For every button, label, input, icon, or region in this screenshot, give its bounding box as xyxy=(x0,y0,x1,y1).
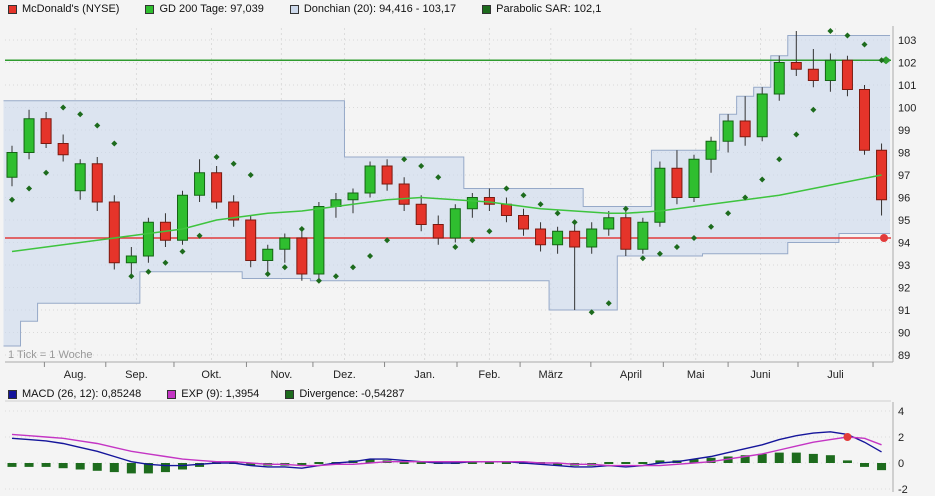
legend-label-macd: MACD (26, 12): 0,85248 xyxy=(22,388,142,400)
svg-text:Aug.: Aug. xyxy=(64,369,87,381)
legend-label-exp: EXP (9): 1,3954 xyxy=(181,388,260,400)
svg-text:Juli: Juli xyxy=(827,369,844,381)
svg-text:96: 96 xyxy=(898,193,910,205)
legend-item-gd200: GD 200 Tage: 97,039 xyxy=(145,3,264,15)
donchian-channel xyxy=(3,35,891,347)
exp-swatch-icon xyxy=(167,389,177,399)
svg-text:99: 99 xyxy=(898,125,910,137)
legend-label-donchian: Donchian (20): 94,416 - 103,17 xyxy=(303,3,457,15)
svg-text:Sep.: Sep. xyxy=(125,369,148,381)
svg-text:-2: -2 xyxy=(898,484,908,496)
legend-item-exp: EXP (9): 1,3954 xyxy=(167,388,259,400)
macd-marker-dot-icon xyxy=(843,433,852,441)
svg-text:98: 98 xyxy=(898,148,910,160)
legend-label-sar: Parabolic SAR: 102,1 xyxy=(496,3,602,15)
macd-legend: MACD (26, 12): 0,85248 EXP (9): 1,3954 D… xyxy=(8,388,405,400)
svg-text:90: 90 xyxy=(898,328,910,340)
svg-text:Juni: Juni xyxy=(750,369,770,381)
gd200-line xyxy=(11,174,882,253)
legend-label-symbol: McDonald's (NYSE) xyxy=(22,3,120,15)
price-legend: McDonald's (NYSE) GD 200 Tage: 97,039 Do… xyxy=(8,3,601,15)
macd-lines xyxy=(11,431,882,469)
svg-text:0: 0 xyxy=(898,458,904,470)
legend-item-divergence: Divergence: -0,54287 xyxy=(285,388,405,400)
svg-text:April: April xyxy=(620,369,642,381)
svg-text:101: 101 xyxy=(898,80,916,92)
legend-label-divergence: Divergence: -0,54287 xyxy=(299,388,405,400)
svg-text:Jan.: Jan. xyxy=(414,369,435,381)
svg-text:100: 100 xyxy=(898,103,916,115)
svg-text:Feb.: Feb. xyxy=(478,369,500,381)
svg-text:März: März xyxy=(539,369,563,381)
svg-text:Mai: Mai xyxy=(687,369,705,381)
sar-dots xyxy=(9,28,885,316)
macd-grid xyxy=(5,400,891,490)
donchian-swatch-icon xyxy=(289,4,299,14)
macd-swatch-icon xyxy=(8,389,17,399)
svg-text:93: 93 xyxy=(898,260,910,272)
tick-note: 1 Tick = 1 Woche xyxy=(8,349,92,361)
price-chart: 103 102 101 100 99 98 97 96 95 94 93 92 91 90 89 Aug. Se… xyxy=(3,26,916,381)
svg-text:102: 102 xyxy=(898,58,916,70)
sar-level-marker-icon xyxy=(881,56,891,65)
macd-axes: 4 2 0 -2 xyxy=(892,402,908,496)
svg-text:94: 94 xyxy=(898,238,910,250)
svg-text:4: 4 xyxy=(898,406,904,418)
svg-text:92: 92 xyxy=(898,283,910,295)
svg-text:Dez.: Dez. xyxy=(333,369,356,381)
macd-chart: 4 2 0 -2 xyxy=(5,400,908,496)
divergence-swatch-icon xyxy=(285,389,295,399)
symbol-swatch-icon xyxy=(8,4,17,14)
legend-item-donchian: Donchian (20): 94,416 - 103,17 xyxy=(289,3,457,15)
sar-swatch-icon xyxy=(482,4,492,14)
svg-text:95: 95 xyxy=(898,215,910,227)
legend-label-gd200: GD 200 Tage: 97,039 xyxy=(159,3,264,15)
svg-text:89: 89 xyxy=(898,350,910,362)
svg-text:2: 2 xyxy=(898,432,904,444)
legend-item-macd: MACD (26, 12): 0,85248 xyxy=(8,388,141,400)
svg-text:Okt.: Okt. xyxy=(201,369,221,381)
price-axes: 103 102 101 100 99 98 97 96 95 94 93 92 91 90 89 Aug. Se… xyxy=(5,26,916,381)
legend-item-symbol: McDonald's (NYSE) xyxy=(8,3,119,15)
gd200-swatch-icon xyxy=(145,4,155,14)
red-line-dot-icon xyxy=(880,234,888,242)
svg-text:97: 97 xyxy=(898,170,910,182)
svg-text:Nov.: Nov. xyxy=(270,369,292,381)
legend-item-sar: Parabolic SAR: 102,1 xyxy=(482,3,601,15)
svg-text:103: 103 xyxy=(898,35,916,47)
svg-text:91: 91 xyxy=(898,305,910,317)
